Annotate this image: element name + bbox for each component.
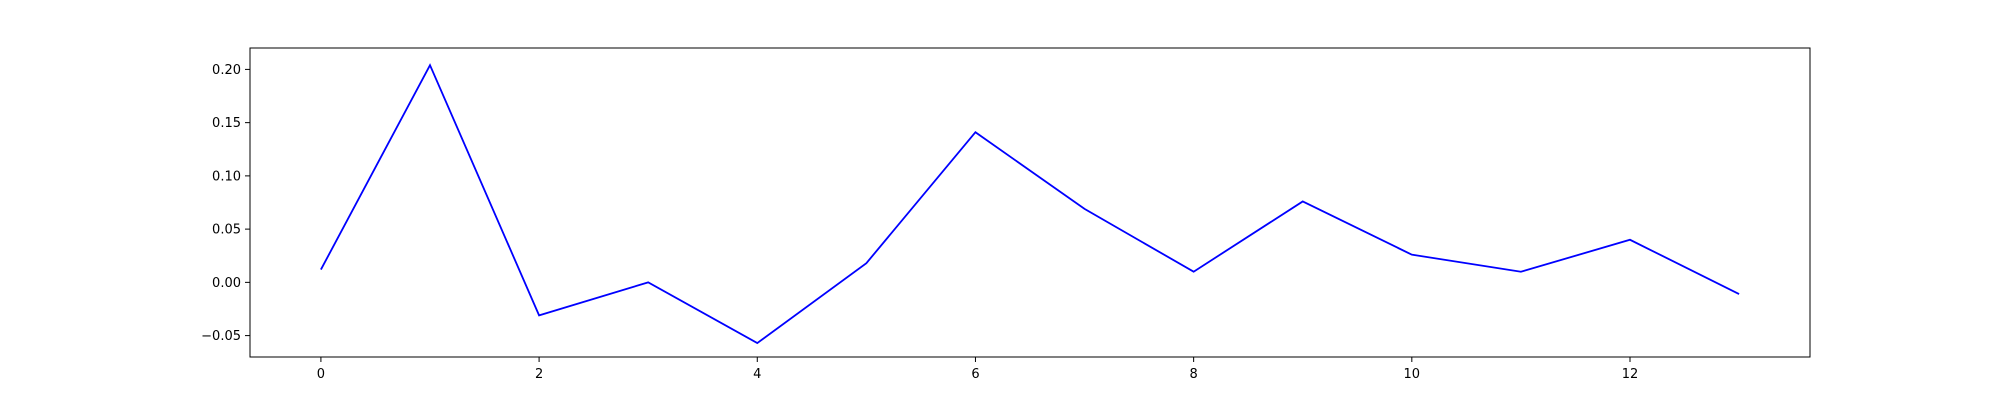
y-tick-label: 0.10 — [212, 169, 241, 184]
x-tick-label: 10 — [1404, 367, 1421, 382]
axes-frame — [249, 47, 1811, 358]
x-tick-label: 8 — [1189, 367, 1197, 382]
y-tick-label: 0.20 — [212, 63, 241, 78]
x-tick-label: 12 — [1622, 367, 1639, 382]
y-tick-label: 0.00 — [212, 276, 241, 291]
x-axis: 0 2 4 6 8 10 12 — [317, 357, 1639, 382]
x-tick-label: 4 — [753, 367, 761, 382]
y-tick-label: −0.05 — [201, 329, 241, 344]
x-tick-label: 6 — [971, 367, 979, 382]
y-axis: −0.05 0.00 0.05 0.10 0.15 0.20 — [201, 63, 250, 344]
y-tick-label: 0.05 — [212, 223, 241, 238]
y-tick-label: 0.15 — [212, 116, 241, 131]
plot-area — [320, 63, 1740, 345]
x-tick-label: 2 — [535, 367, 543, 382]
series-line — [320, 63, 1740, 345]
x-tick-label: 0 — [317, 367, 325, 382]
